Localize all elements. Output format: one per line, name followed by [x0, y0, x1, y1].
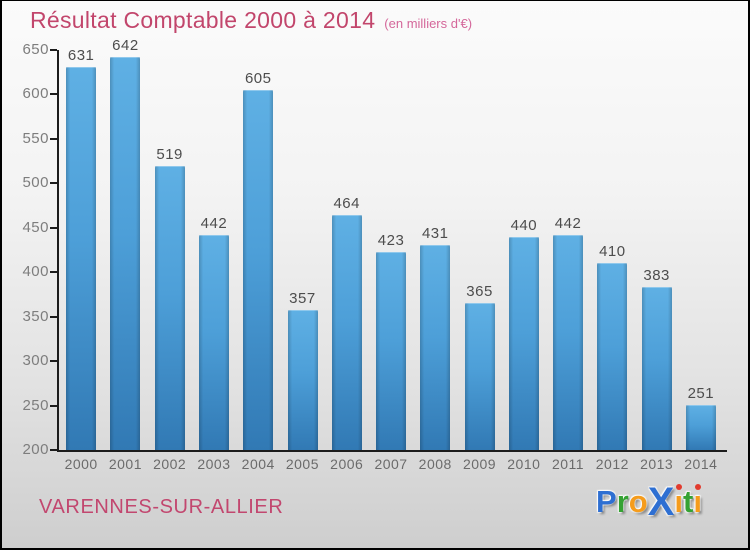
y-axis-label: 450: [22, 218, 49, 236]
y-axis-tick: [50, 404, 57, 407]
y-axis-tick: [50, 137, 57, 140]
x-axis-label: 2001: [108, 456, 143, 472]
bar-2014: [685, 404, 716, 450]
x-axis-label: 2007: [374, 456, 408, 472]
bar-value-label: 464: [333, 195, 360, 213]
y-axis-label: 200: [22, 441, 49, 458]
logo-letter: ı: [674, 484, 684, 519]
y-axis-label: 550: [22, 129, 49, 147]
logo-letter: X: [647, 480, 675, 524]
bar-value-label: 431: [421, 224, 449, 242]
x-axis-label: 2010: [507, 456, 541, 472]
y-axis-label: 500: [22, 174, 49, 192]
bar-value-label: 440: [510, 216, 538, 234]
y-axis-tick: [50, 226, 57, 229]
x-axis-label: 2009: [462, 456, 497, 472]
x-axis-label: 2012: [595, 456, 629, 472]
bar-2004: [243, 90, 274, 450]
logo-letter: P: [596, 484, 617, 519]
y-axis-tick: [50, 315, 57, 318]
bar-2001: [110, 57, 141, 450]
y-axis-tick: [50, 360, 57, 363]
bar-2006: [331, 215, 362, 450]
bar-2012: [597, 263, 628, 450]
x-axis-label: 2013: [640, 456, 674, 472]
x-axis-label: 2011: [551, 456, 585, 472]
x-axis-line: [57, 450, 727, 452]
bar-2007: [376, 251, 406, 450]
y-axis-tick: [50, 93, 57, 96]
x-axis-label: 2000: [64, 456, 98, 472]
bar-value-label: 631: [67, 46, 95, 64]
y-axis-tick: [50, 271, 57, 274]
logo-letter: o: [628, 484, 648, 519]
x-axis-label: 2003: [197, 456, 231, 472]
x-axis-label: 2004: [241, 456, 275, 472]
logo-letter-dot: [694, 484, 701, 490]
logo-letter: ı: [693, 484, 702, 519]
bar-2010: [508, 236, 539, 450]
x-axis-label: 2014: [684, 456, 718, 472]
y-axis-label: 250: [22, 396, 49, 414]
bar-2003: [198, 234, 229, 450]
y-axis-tick: [50, 49, 57, 51]
bar-value-label: 365: [466, 283, 493, 301]
bar-value-label: 442: [554, 214, 582, 232]
bar-value-label: 442: [200, 214, 228, 232]
bar-2000: [66, 66, 97, 450]
y-axis-label: 300: [22, 352, 49, 370]
chart-title: Résultat Comptable 2000 à 2014: [30, 7, 376, 33]
y-axis-label: 650: [22, 41, 49, 58]
chart-subtitle: (en milliers d'€): [384, 16, 473, 31]
y-axis-tick: [50, 449, 57, 451]
bar-2005: [287, 310, 318, 450]
bar-2013: [641, 287, 672, 450]
logo-letter: t: [683, 484, 694, 519]
proxiti-logo[interactable]: ProXı tı: [596, 482, 702, 522]
y-axis-line: [57, 50, 59, 452]
bar-value-label: 251: [687, 384, 715, 402]
x-axis-label: 2005: [285, 456, 320, 472]
y-axis-label: 350: [22, 307, 49, 325]
bar-value-label: 357: [289, 290, 316, 308]
municipality-name: VARENNES-SUR-ALLIER: [39, 496, 284, 518]
bar-2011: [553, 234, 584, 450]
y-axis-tick: [50, 182, 57, 185]
bar-2009: [464, 303, 495, 450]
logo-letter: r: [616, 484, 629, 519]
bar-2008: [420, 244, 451, 450]
x-axis-label: 2006: [330, 456, 364, 472]
bar-value-label: 383: [643, 267, 670, 285]
bar-value-label: 605: [244, 70, 272, 87]
y-axis-label: 600: [22, 85, 49, 103]
logo-letter-dot: [675, 484, 682, 490]
bar-value-label: 410: [599, 243, 626, 261]
bar-value-label: 423: [377, 231, 405, 249]
bar-value-label: 642: [112, 37, 139, 55]
bar-value-label: 519: [156, 146, 183, 164]
x-axis-label: 2002: [153, 456, 187, 472]
x-axis-label: 2008: [418, 456, 452, 472]
bar-2002: [154, 166, 185, 450]
y-axis-label: 400: [22, 263, 49, 281]
chart-header: Résultat Comptable 2000 à 2014 (en millie…: [30, 7, 472, 34]
